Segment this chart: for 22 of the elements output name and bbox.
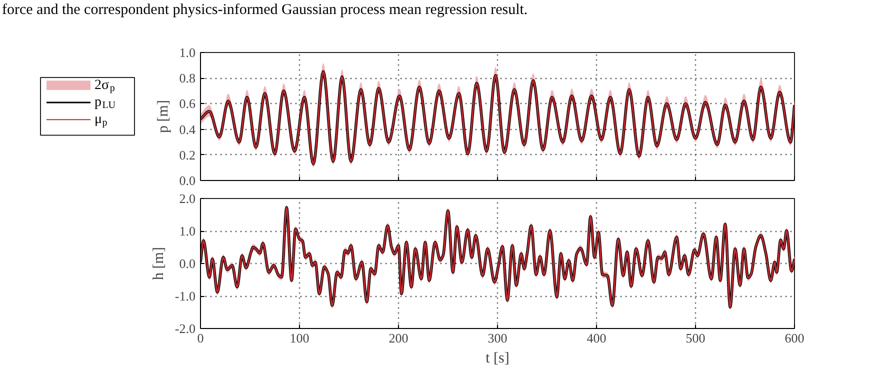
y-tick-label: 0.4 [179,122,196,137]
x-tick-label: 200 [388,330,408,346]
x-tick-label: 300 [488,330,508,346]
y-tick-label: 0.8 [179,70,196,86]
y-tick-label: 2.0 [179,191,196,206]
x-tick-label: 0 [197,330,204,346]
text: force and the correspondent physics-informed Gaussian process mean regression result. [2,1,528,20]
x-axis-title: t [s] [486,350,510,366]
y-tick-label: 0.2 [179,147,196,162]
y-tick-label: 1.0 [179,224,196,238]
y-axis-title: p [m] [155,100,172,133]
y-axis-title: h [m] [150,247,167,280]
y-tick-label: -2.0 [174,321,196,336]
x-tick-label: 100 [290,330,310,346]
x-tick-label: 600 [784,330,804,346]
y-tick-label: -1.0 [174,288,196,304]
y-tick-label: 0.0 [179,256,196,271]
x-tick-label: 500 [686,330,706,346]
x-tick-label: 400 [586,330,606,346]
y-tick-label: 0.6 [179,96,196,112]
y-tick-label: 1.0 [179,45,196,60]
y-tick-label: 0.0 [179,173,196,188]
